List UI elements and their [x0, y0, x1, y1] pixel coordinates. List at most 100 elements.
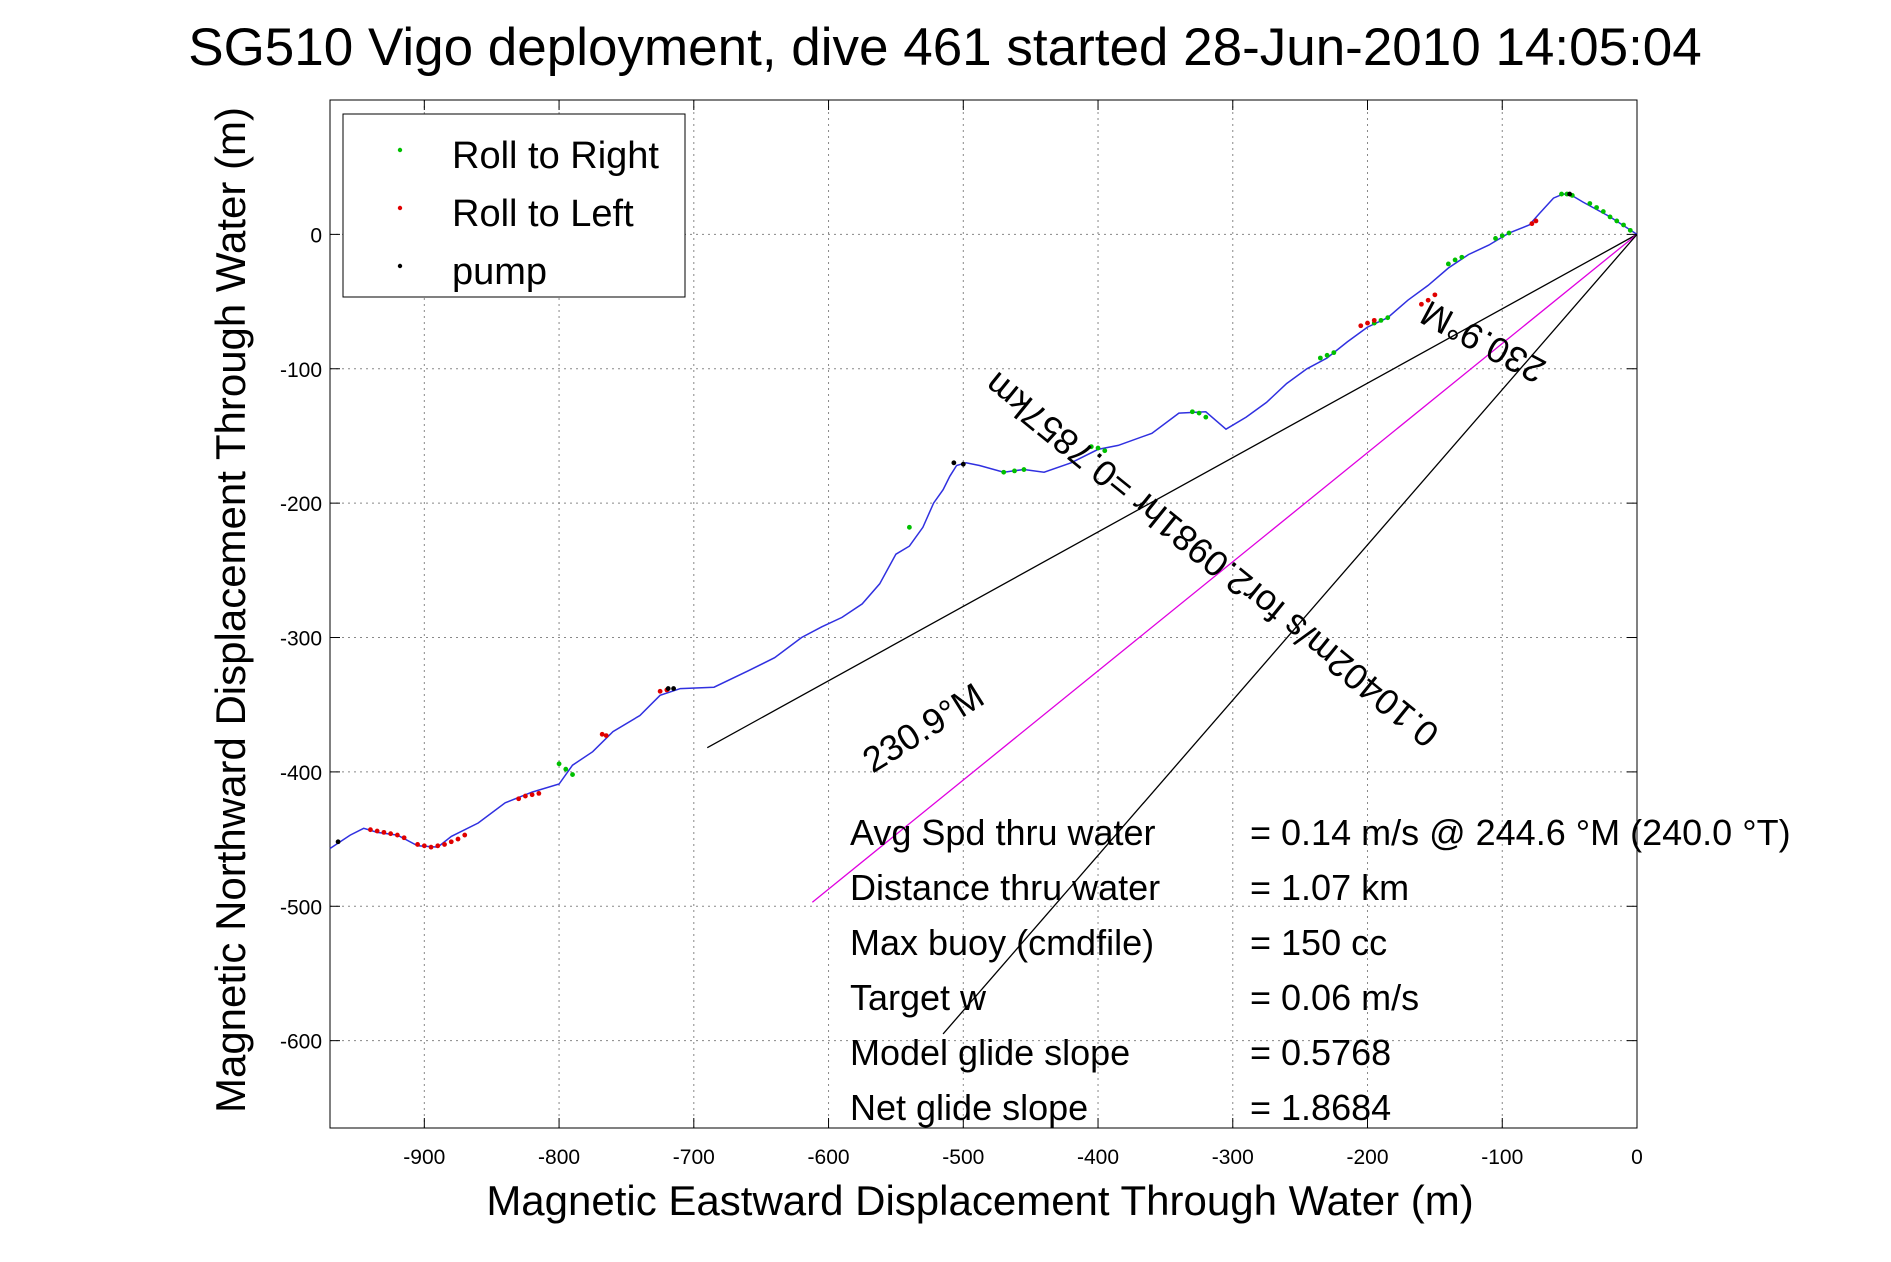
roll-right-point [1587, 201, 1593, 206]
roll-right-point [1189, 409, 1195, 415]
roll-right-point [1378, 317, 1384, 323]
x-tick-label: -100 [1481, 1146, 1523, 1169]
roll-right-point [1324, 352, 1330, 358]
x-tick-label: -500 [942, 1146, 984, 1169]
track-layer [329, 193, 1638, 850]
roll-right-point [570, 772, 575, 777]
legend-label: pump [452, 251, 547, 293]
reference-line [811, 233, 1638, 903]
legend-marker [397, 147, 403, 153]
roll-left-point [394, 832, 400, 838]
stats-block: Avg Spd thru water = 0.14 m/s @ 244.6 °M … [850, 812, 1791, 1128]
stat-value: = 0.14 m/s @ 244.6 °M (240.0 °T) [1250, 812, 1791, 853]
x-tick-label: -300 [1212, 1146, 1254, 1169]
pump-point [951, 460, 957, 466]
legend-marker [397, 263, 403, 269]
roll-left-point [1371, 317, 1377, 323]
roll-left-point [516, 796, 522, 802]
roll-left-point [462, 832, 468, 838]
roll-left-point [381, 829, 387, 835]
roll-right-point [1445, 261, 1451, 267]
reference-lines [706, 233, 1638, 1035]
roll-right-point [1607, 214, 1613, 220]
roll-right-point [563, 766, 569, 772]
roll-left-point [435, 843, 441, 849]
roll-left-point [1529, 221, 1535, 227]
roll-right-point [1331, 350, 1337, 356]
roll-left-point [388, 831, 394, 837]
roll-right-point [1621, 222, 1626, 228]
reference-line [942, 233, 1638, 1035]
roll-left-point [1365, 320, 1370, 326]
ticks: -900 -800 -700 -600 -500 -400 -300 -200 -100 0 0 -1… [280, 100, 1643, 1169]
x-axis-label: Magnetic Eastward Displacement Through W… [486, 1177, 1473, 1224]
x-tick-label: -800 [538, 1146, 580, 1169]
pump-point [335, 839, 341, 845]
stat-value: = 1.8684 [1250, 1087, 1391, 1128]
roll-left-point [1358, 323, 1364, 329]
x-tick-label: -200 [1346, 1146, 1388, 1169]
roll-right-point [1196, 410, 1202, 416]
roll-right-point [1459, 254, 1465, 260]
plot-frame [329, 99, 1638, 1129]
y-tick-label: -400 [280, 762, 322, 785]
roll-left-point [448, 839, 454, 845]
roll-right-point [1012, 468, 1017, 474]
pump-point [665, 686, 671, 691]
chart-title: SG510 Vigo deployment, dive 461 started … [188, 18, 1702, 77]
y-tick-label: 0 [310, 224, 322, 247]
roll-left-point [603, 733, 609, 739]
roll-left-point [1533, 218, 1539, 224]
roll-left-point [401, 835, 407, 841]
roll-right-point [1001, 469, 1007, 475]
roll-right-point [1627, 227, 1633, 233]
roll-right-point [1499, 233, 1505, 239]
roll-right-point [1385, 315, 1391, 321]
stat-label: Avg Spd thru water [850, 812, 1156, 853]
roll-left-point [1419, 301, 1424, 307]
stat-label: Target w [850, 977, 987, 1018]
x-tick-label: -400 [1077, 1146, 1119, 1169]
legend: Roll to Right Roll to Left pump [342, 113, 686, 298]
roll-left-point [455, 836, 461, 842]
roll-right-point [1102, 448, 1108, 454]
stat-value: = 150 cc [1250, 922, 1387, 963]
x-tick-label: -600 [808, 1146, 850, 1169]
legend-marker [397, 205, 403, 211]
roll-left-point [374, 828, 380, 834]
stat-label: Model glide slope [850, 1032, 1130, 1073]
roll-right-point [1594, 205, 1599, 210]
roll-right-point [1614, 218, 1620, 224]
roll-right-point [1600, 209, 1606, 214]
stat-value: = 0.06 m/s [1250, 977, 1419, 1018]
roll-right-point [1317, 355, 1323, 361]
pump-point [1567, 191, 1573, 197]
roll-right-point [1203, 414, 1209, 420]
x-tick-label: 0 [1631, 1146, 1643, 1169]
points-layer [335, 191, 1633, 850]
series-line-track [329, 193, 1638, 850]
y-axis-label: Magnetic Northward Displacement Through … [207, 107, 254, 1113]
stat-value: = 0.5768 [1250, 1032, 1391, 1073]
roll-right-point [1452, 257, 1458, 263]
roll-right-point [1021, 467, 1027, 472]
roll-left-point [428, 844, 434, 850]
roll-right-point [1493, 236, 1498, 241]
y-tick-label: -500 [280, 896, 322, 919]
roll-left-point [599, 731, 605, 737]
roll-left-point [657, 688, 663, 694]
roll-left-point [529, 792, 535, 798]
roll-right-point [1088, 444, 1094, 450]
stat-label: Net glide slope [850, 1087, 1088, 1128]
stat-label: Distance thru water [850, 867, 1160, 908]
roll-right-point [556, 761, 562, 767]
roll-left-point [1432, 292, 1438, 298]
reference-line [706, 233, 1638, 749]
legend-label: Roll to Left [452, 193, 634, 235]
roll-left-point [1425, 297, 1431, 303]
stat-label: Max buoy (cmdfile) [850, 922, 1154, 963]
roll-right-point [1559, 191, 1564, 197]
roll-left-point [536, 790, 542, 796]
